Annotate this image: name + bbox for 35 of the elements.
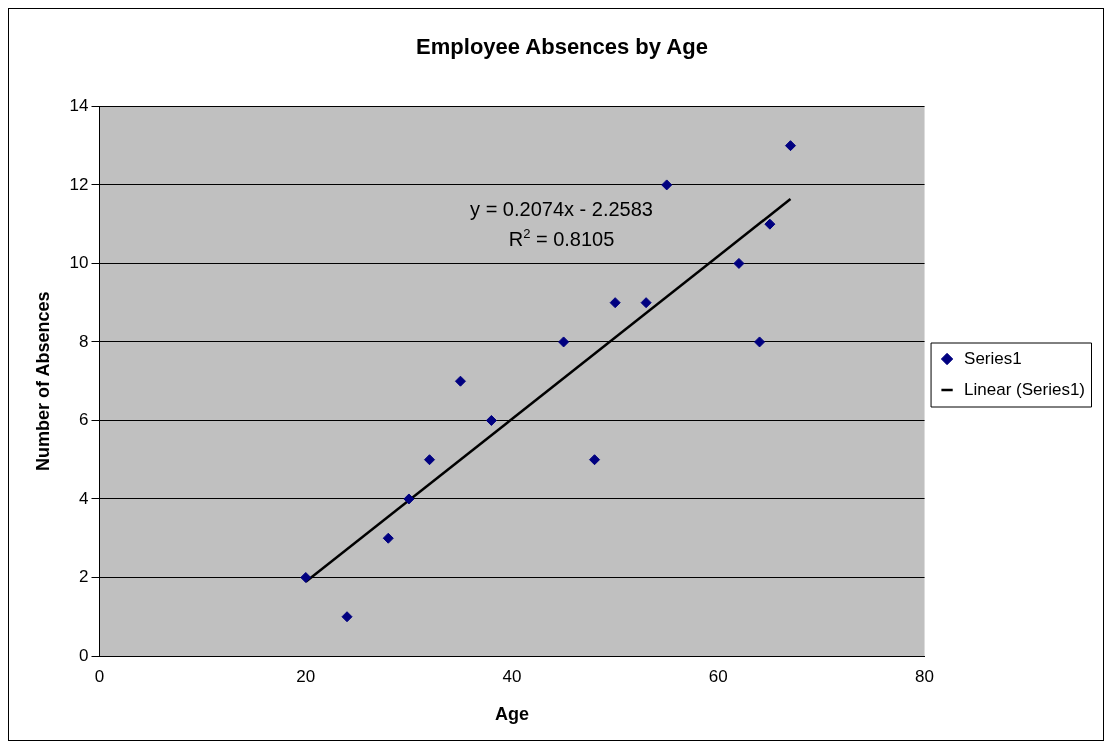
point	[558, 336, 570, 348]
y-tick-label: 12	[69, 174, 89, 194]
y-tick-label: 0	[79, 645, 89, 665]
point	[733, 257, 745, 269]
point	[754, 336, 766, 348]
point	[784, 140, 796, 152]
y-tick-label: 6	[79, 410, 89, 430]
y-tick-label: 4	[79, 488, 89, 508]
y-tick-label: 2	[79, 567, 89, 587]
x-tick-label: 20	[296, 666, 316, 686]
x-tick-label: 40	[502, 666, 522, 686]
x-tick-label: 60	[708, 666, 728, 686]
y-tick-label: 10	[69, 253, 89, 273]
x-tick-label: 0	[94, 666, 105, 686]
point	[640, 297, 652, 309]
point	[661, 179, 673, 191]
y-tick-label: 8	[79, 331, 89, 351]
legend-label: Linear (Series1)	[964, 379, 1086, 399]
point	[764, 218, 776, 230]
point	[589, 454, 601, 466]
point	[341, 611, 353, 623]
legend-label: Series1	[964, 348, 1022, 368]
y-tick-label: 14	[69, 96, 89, 116]
point	[424, 454, 436, 466]
x-tick-label: 80	[915, 666, 935, 686]
chart-title: Employee Absences by Age	[416, 34, 708, 60]
point	[454, 375, 466, 387]
point	[382, 532, 394, 544]
annotation: y = 0.2074x - 2.2583	[470, 198, 653, 221]
point	[403, 493, 415, 505]
point	[300, 571, 312, 583]
x-axis-title: Age	[495, 704, 530, 725]
point	[485, 414, 497, 426]
y-axis-title: Number of Absences	[32, 291, 53, 471]
point	[609, 297, 621, 309]
